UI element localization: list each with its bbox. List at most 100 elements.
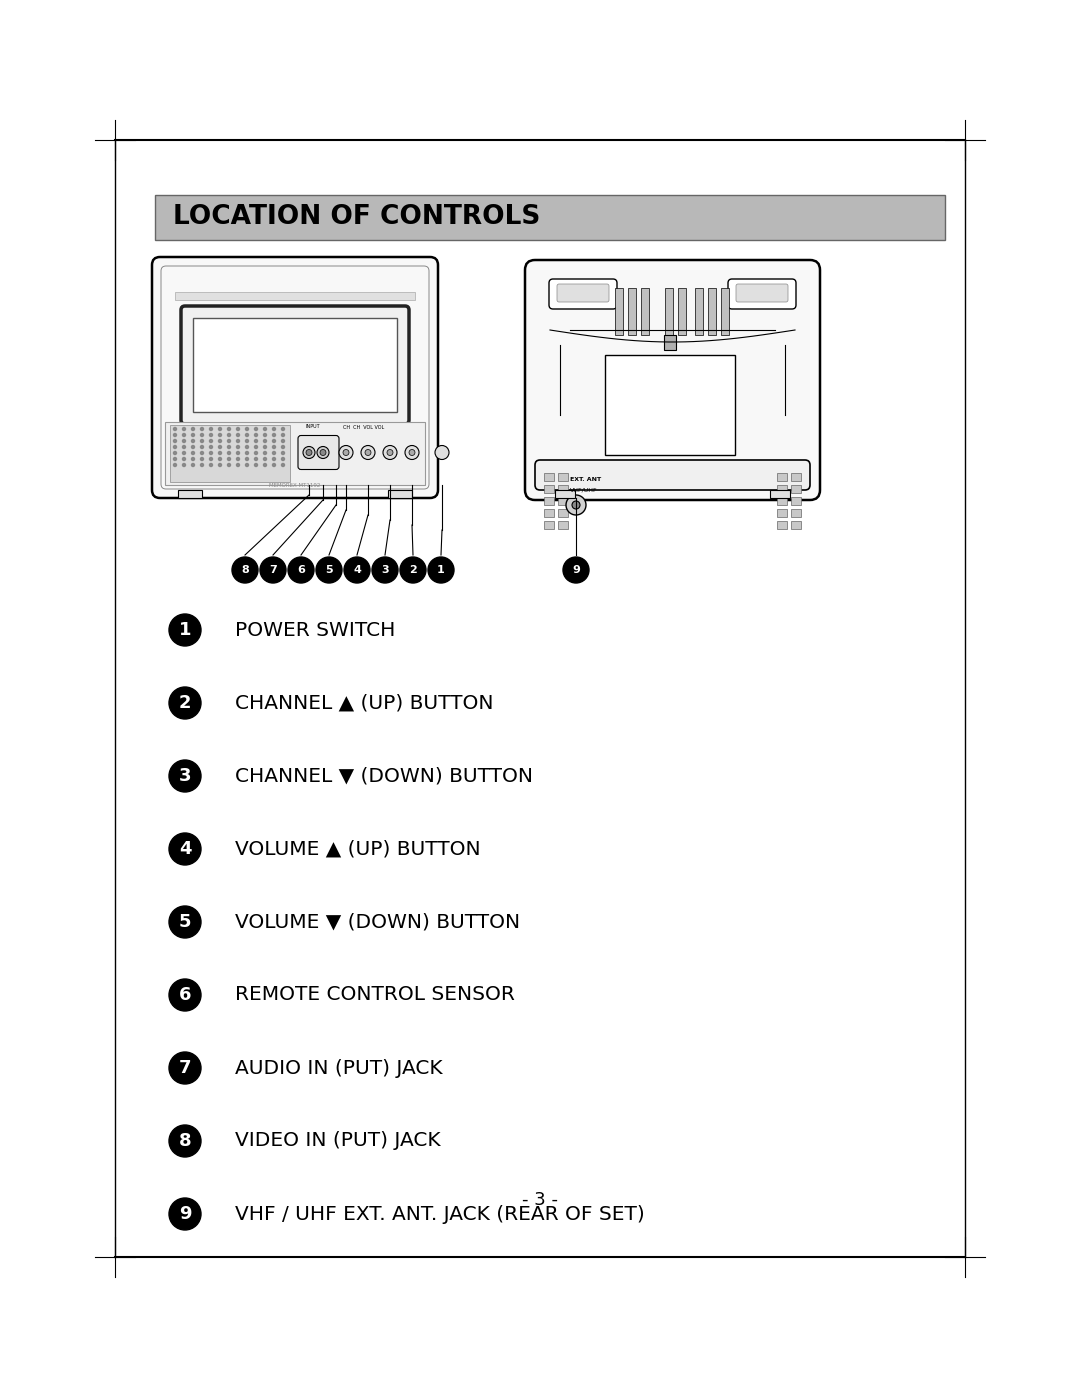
Text: VHF / UHF EXT. ANT. JACK (REAR OF SET): VHF / UHF EXT. ANT. JACK (REAR OF SET): [235, 1204, 645, 1224]
Bar: [615, 288, 623, 335]
Circle shape: [210, 427, 213, 430]
Text: 4: 4: [179, 840, 191, 858]
Circle shape: [228, 427, 230, 430]
Circle shape: [191, 440, 194, 443]
Bar: [664, 335, 676, 351]
Circle shape: [218, 446, 221, 448]
Circle shape: [210, 451, 213, 454]
Circle shape: [264, 427, 267, 430]
Circle shape: [183, 457, 186, 461]
Bar: [170, 425, 291, 482]
Circle shape: [339, 446, 353, 460]
Circle shape: [201, 427, 203, 430]
Bar: [555, 490, 575, 497]
Bar: [770, 490, 789, 497]
Text: 2: 2: [409, 564, 417, 576]
Circle shape: [272, 457, 275, 461]
Bar: [791, 474, 801, 481]
Circle shape: [387, 450, 393, 455]
Text: 9: 9: [572, 564, 580, 576]
Circle shape: [428, 557, 454, 583]
Bar: [696, 288, 703, 335]
Text: 3: 3: [381, 564, 389, 576]
Bar: [777, 509, 787, 517]
Circle shape: [572, 502, 580, 509]
Text: 1: 1: [437, 564, 445, 576]
Circle shape: [168, 760, 201, 792]
Circle shape: [228, 440, 230, 443]
FancyBboxPatch shape: [557, 284, 609, 302]
FancyBboxPatch shape: [735, 284, 788, 302]
Bar: [558, 474, 568, 481]
Circle shape: [400, 557, 426, 583]
Bar: [544, 521, 554, 529]
FancyBboxPatch shape: [535, 460, 810, 490]
Bar: [627, 288, 636, 335]
Circle shape: [282, 433, 284, 436]
Circle shape: [228, 457, 230, 461]
Circle shape: [405, 446, 419, 460]
Text: 5: 5: [325, 564, 333, 576]
Bar: [777, 521, 787, 529]
Circle shape: [210, 446, 213, 448]
Circle shape: [264, 464, 267, 467]
Bar: [642, 288, 649, 335]
Bar: [708, 288, 716, 335]
Circle shape: [218, 440, 221, 443]
Circle shape: [245, 464, 248, 467]
Circle shape: [183, 446, 186, 448]
Circle shape: [306, 450, 312, 455]
FancyBboxPatch shape: [728, 279, 796, 309]
Circle shape: [201, 440, 203, 443]
Circle shape: [168, 907, 201, 937]
Circle shape: [316, 557, 342, 583]
Bar: [605, 355, 735, 455]
Bar: [665, 288, 673, 335]
Circle shape: [201, 446, 203, 448]
Circle shape: [191, 457, 194, 461]
Text: 8: 8: [178, 1132, 191, 1150]
Circle shape: [191, 446, 194, 448]
Circle shape: [174, 457, 176, 461]
Circle shape: [168, 833, 201, 865]
Circle shape: [318, 447, 329, 458]
Circle shape: [191, 433, 194, 436]
Circle shape: [272, 433, 275, 436]
Circle shape: [183, 427, 186, 430]
Circle shape: [237, 464, 240, 467]
FancyBboxPatch shape: [298, 436, 339, 469]
Circle shape: [264, 440, 267, 443]
Text: EXT. ANT: EXT. ANT: [570, 476, 602, 482]
Circle shape: [228, 446, 230, 448]
Circle shape: [343, 450, 349, 455]
Circle shape: [218, 427, 221, 430]
Circle shape: [272, 427, 275, 430]
Bar: [544, 485, 554, 493]
Circle shape: [264, 457, 267, 461]
Circle shape: [288, 557, 314, 583]
Bar: [193, 319, 397, 412]
Circle shape: [272, 440, 275, 443]
Circle shape: [272, 451, 275, 454]
Circle shape: [228, 464, 230, 467]
Circle shape: [409, 450, 415, 455]
Circle shape: [365, 450, 372, 455]
Circle shape: [168, 1125, 201, 1157]
Bar: [558, 509, 568, 517]
Circle shape: [183, 440, 186, 443]
Bar: [721, 288, 729, 335]
Circle shape: [237, 457, 240, 461]
Text: CHANNEL ▼ (DOWN) BUTTON: CHANNEL ▼ (DOWN) BUTTON: [235, 767, 534, 785]
Text: 2: 2: [179, 694, 191, 712]
Circle shape: [168, 615, 201, 645]
Circle shape: [282, 457, 284, 461]
Bar: [791, 521, 801, 529]
Circle shape: [237, 427, 240, 430]
Circle shape: [191, 464, 194, 467]
Circle shape: [237, 440, 240, 443]
Circle shape: [201, 464, 203, 467]
Text: 7: 7: [269, 564, 276, 576]
Text: LOCATION OF CONTROLS: LOCATION OF CONTROLS: [173, 204, 540, 231]
Circle shape: [264, 451, 267, 454]
Text: 6: 6: [179, 986, 191, 1004]
